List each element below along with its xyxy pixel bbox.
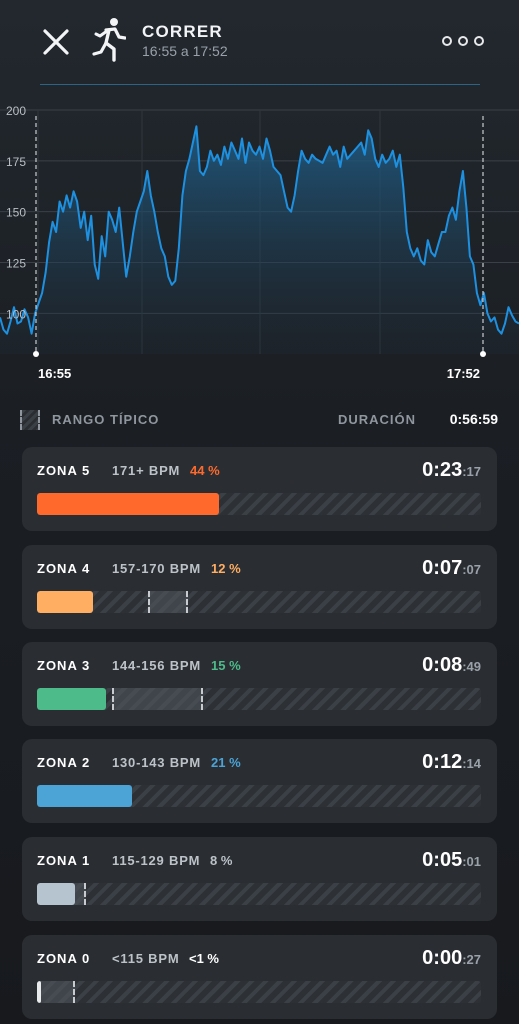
zone-bpm-range: 115-129 BPM [112,853,201,868]
zone-bar-fill [37,591,93,613]
zone-time-main: 0:12 [422,751,463,773]
zone-bar-fill [37,883,75,905]
activity-time-range: 16:55 a 17:52 [142,43,228,59]
zone-bpm-range: 130-143 BPM [112,755,202,770]
zone-typical-range [148,591,188,613]
zone-percentage: 21 % [211,755,241,770]
close-icon[interactable] [40,26,72,58]
zone-bar-track [37,591,481,613]
zone-time: 0:05:01 [422,849,481,872]
zone-time-seconds: :17 [462,464,481,479]
zone-time-seconds: :27 [462,952,481,967]
y-tick-label: 125 [6,257,26,271]
hr-line [0,125,519,335]
zone-percentage: 12 % [211,561,241,576]
zone-bpm-range: <115 BPM [112,951,180,966]
zone-percentage: 8 % [210,853,233,868]
zone-percentage: 44 % [190,463,220,478]
zone-bpm-range: 157-170 BPM [112,561,202,576]
heart-rate-chart[interactable]: 100 125 150 175 200 16:55 17:52 [0,96,519,386]
zone-percentage: 15 % [211,658,241,673]
zone-bar-fill [37,688,106,710]
zone-name: ZONA 3 [37,658,91,673]
zone-card-2[interactable]: ZONA 2 130-143 BPM 21 % 0:12:14 [22,739,497,823]
zone-card-1[interactable]: ZONA 1 115-129 BPM 8 % 0:05:01 [22,837,497,921]
divider [40,84,480,85]
zone-time-main: 0:23 [422,459,463,481]
end-marker-dot [480,351,486,357]
runner-icon [92,16,127,62]
zone-card-0[interactable]: ZONA 0 <115 BPM <1 % 0:00:27 [22,935,497,1019]
zone-name: ZONA 1 [37,853,91,868]
more-options-icon[interactable] [440,30,486,52]
y-tick-label: 150 [6,206,26,220]
zone-card-3[interactable]: ZONA 3 144-156 BPM 15 % 0:08:49 [22,642,497,726]
zone-bpm-range: 144-156 BPM [112,658,202,673]
zone-time-seconds: :07 [462,562,481,577]
start-marker-dot [33,351,39,357]
zone-time: 0:07:07 [422,557,481,580]
zone-bar-track [37,883,481,905]
zone-name: ZONA 4 [37,561,91,576]
zone-time-main: 0:00 [422,947,463,969]
zone-name: ZONA 2 [37,755,91,770]
zone-bar-track [37,981,481,1003]
typical-range-swatch [20,410,40,430]
zone-time-main: 0:07 [422,557,463,579]
zone-time: 0:23:17 [422,459,481,482]
zone-time: 0:08:49 [422,654,481,677]
zone-time: 0:00:27 [422,947,481,970]
zone-time-seconds: :49 [462,659,481,674]
duration-value: 0:56:59 [449,411,498,427]
zone-typical-range [112,688,203,710]
zone-name: ZONA 0 [37,951,91,966]
zone-name: ZONA 5 [37,463,91,478]
zone-time-main: 0:08 [422,654,463,676]
zone-bar-track [37,493,481,515]
zone-time: 0:12:14 [422,751,481,774]
zone-bar-fill [37,493,219,515]
zone-time-main: 0:05 [422,849,463,871]
y-tick-label: 200 [6,104,26,118]
zone-typical-range [37,981,75,1003]
zone-bar-track [37,688,481,710]
zone-bar-fill [37,981,41,1003]
start-time-label: 16:55 [38,366,71,381]
zone-bpm-range: 171+ BPM [112,463,181,478]
zone-time-seconds: :01 [462,854,481,869]
typical-range-label: RANGO TÍPICO [52,412,160,427]
y-tick-label: 100 [6,307,26,321]
zone-bar-track [37,785,481,807]
header: CORRER 16:55 a 17:52 [0,0,519,90]
activity-title: CORRER [142,22,223,41]
zone-bar-fill [37,785,132,807]
zone-time-seconds: :14 [462,756,481,771]
legend-row: RANGO TÍPICO DURACIÓN 0:56:59 [20,408,500,432]
end-time-label: 17:52 [447,366,480,381]
hr-area [0,126,519,354]
zone-card-5[interactable]: ZONA 5 171+ BPM 44 % 0:23:17 [22,447,497,531]
duration-label: DURACIÓN [337,412,416,427]
y-tick-label: 175 [6,155,26,169]
zone-card-4[interactable]: ZONA 4 157-170 BPM 12 % 0:07:07 [22,545,497,629]
zone-percentage: <1 % [189,951,219,966]
